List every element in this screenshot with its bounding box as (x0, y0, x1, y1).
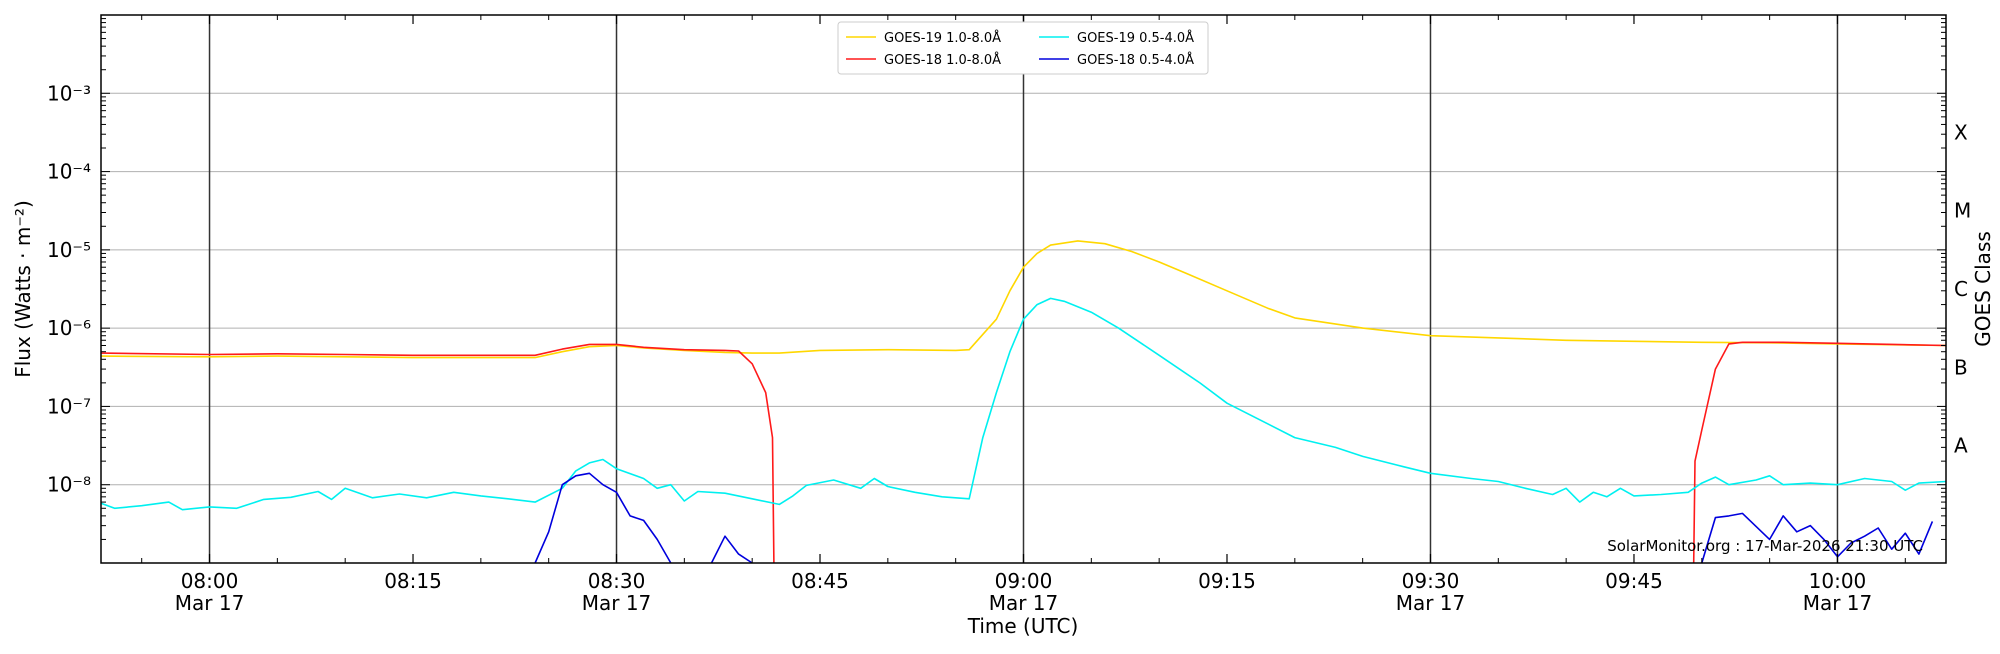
legend-box (837, 21, 1209, 75)
goes-class-labels: A B C M X (1954, 120, 1971, 457)
legend-label: GOES-18 0.5-4.0Å (1077, 52, 1194, 68)
x-tick-label: 09:45 (1605, 569, 1663, 593)
series-line-4 (534, 472, 1934, 564)
x-tick-date-label: Mar 17 (582, 591, 652, 615)
x-tick-label: 08:30 (588, 569, 646, 593)
x-tick-label: 08:15 (384, 569, 442, 593)
legend-label: GOES-18 1.0-8.0Å (884, 52, 1001, 68)
x-tick-date-label: Mar 17 (989, 591, 1059, 615)
y-tick-label: 10⁻³ (47, 81, 91, 105)
x-tick-label: 08:45 (791, 569, 849, 593)
y-tick-label: 10⁻⁵ (47, 238, 91, 262)
vertical-time-lines (208, 15, 1839, 563)
legend: GOES-19 1.0-8.0Å GOES-18 1.0-8.0Å GOES-19 … (837, 21, 1209, 75)
y-axis-label: Flux (Watts · m⁻²) (11, 200, 35, 378)
goes-class-m: M (1954, 199, 1971, 223)
goes-class-a: A (1954, 434, 1968, 458)
x-tick-label: 09:30 (1402, 569, 1460, 593)
x-tick-date-label: Mar 17 (175, 591, 245, 615)
legend-label: GOES-19 1.0-8.0Å (884, 30, 1001, 46)
series-line-1 (100, 240, 1947, 359)
legend-label: GOES-19 0.5-4.0Å (1077, 30, 1194, 46)
credit-text: SolarMonitor.org : 17-Mar-2026 21:30 UTC (1607, 537, 1923, 555)
x-tick-date-label: Mar 17 (1803, 591, 1873, 615)
y-tick-label: 10⁻⁷ (47, 394, 91, 418)
x-tick-label: 09:15 (1198, 569, 1256, 593)
y-tick-label: 10⁻⁸ (47, 473, 91, 497)
goes-class-b: B (1954, 355, 1968, 379)
series-line-3 (100, 297, 1947, 511)
y-tick-label: 10⁻⁴ (47, 160, 91, 184)
x-tick-date-label: Mar 17 (1396, 591, 1466, 615)
x-tick-label: 08:00 (181, 569, 239, 593)
x-tick-label: 09:00 (995, 569, 1053, 593)
series-layer (100, 240, 1947, 564)
y-tick-label: 10⁻⁶ (47, 316, 91, 340)
goes-class-c: C (1954, 277, 1968, 301)
x-axis-label: Time (UTC) (967, 614, 1079, 638)
x-tick-label: 10:00 (1809, 569, 1867, 593)
goes-class-x: X (1954, 120, 1968, 144)
series-line-2 (100, 341, 1947, 564)
goes-class-axis-label: GOES Class (1971, 231, 1995, 347)
